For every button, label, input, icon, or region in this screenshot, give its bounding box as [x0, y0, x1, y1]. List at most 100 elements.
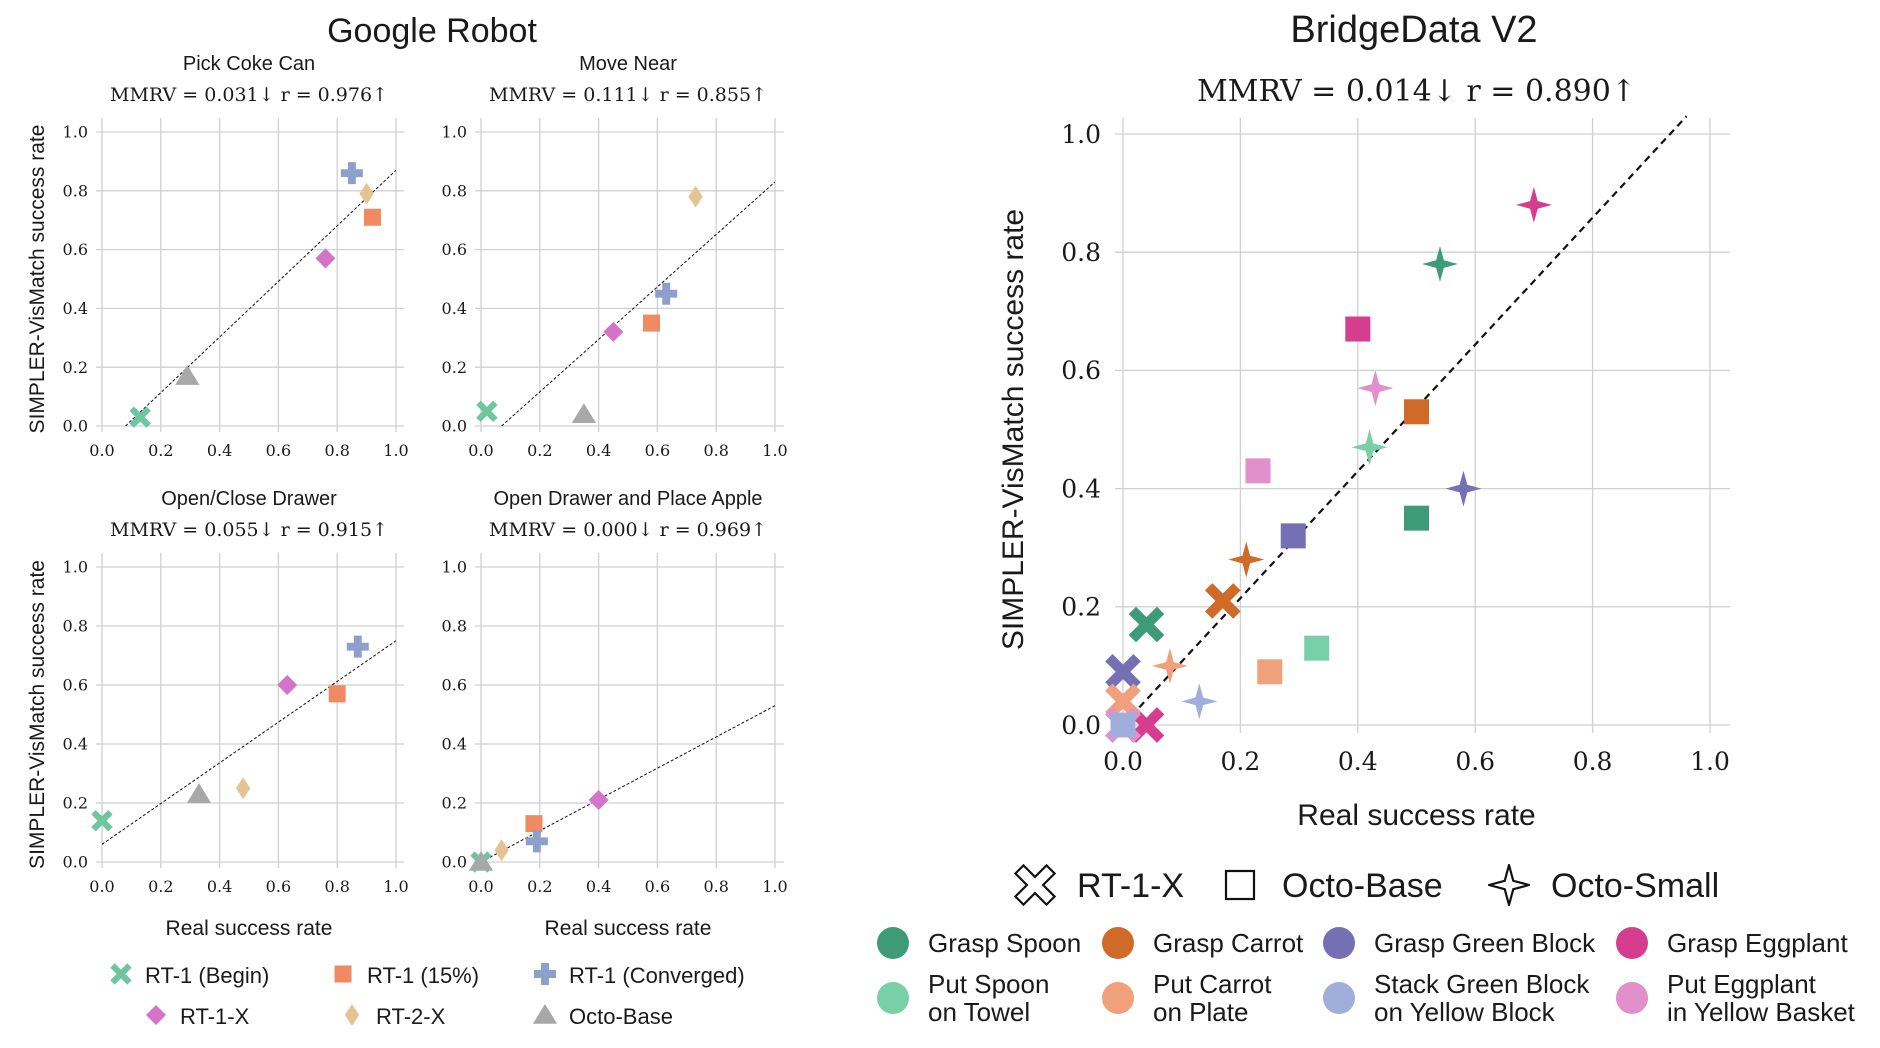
y-tick-label: 0.4 — [63, 735, 88, 754]
point-octo-small-put-eggplant-in-yellow-basket — [1357, 370, 1394, 407]
point-rt-1-x — [588, 790, 609, 811]
chart-panel-1: 0.00.0 0.2 0.2 0.4 0.4 0.6 0.6 0.8 0.8 1.0 1.0 Move… — [442, 53, 788, 460]
y-axis-label: SIMPLER-VisMatch success rate — [997, 209, 1030, 650]
y-axis-label: SIMPLER-VisMatch success rate — [26, 560, 49, 869]
point-octo-base-stack-green-block-on-yellow-block — [1110, 712, 1136, 738]
legend-label: RT-1 (Begin) — [145, 963, 269, 988]
point-rt-1-converged- — [655, 282, 678, 305]
legend-color-dot — [1102, 927, 1134, 959]
panel-title: Pick Coke Can — [183, 53, 315, 75]
google-robot-legend: RT-1 (Begin) RT-1 (15%) RT-1 (Converged) RT… — [110, 963, 745, 1029]
x-tick-label: 0.6 — [1455, 747, 1495, 776]
x-tick-label: 0.2 — [148, 441, 173, 460]
y-axis-label: SIMPLER-VisMatch success rate — [26, 125, 49, 434]
y-tick-label: 0.8 — [1061, 238, 1101, 267]
legend-label: RT-1 (Converged) — [569, 963, 745, 988]
x-tick-label: 0.6 — [266, 441, 291, 460]
y-tick-label: 1.0 — [442, 558, 467, 577]
legend-color-dot — [1102, 982, 1134, 1014]
legend-color-dot — [1616, 927, 1648, 959]
chart-legends: RT-1 (Begin) RT-1 (15%) RT-1 (Converged) RT… — [110, 863, 1856, 1029]
legend-color-dot — [877, 927, 909, 959]
x-tick-label: 0.2 — [1221, 747, 1261, 776]
point-rt-1-15- — [643, 314, 661, 332]
legend-marker-rt-1-begin- — [110, 963, 132, 985]
legend-label: Grasp Spoon — [928, 928, 1081, 958]
y-tick-label: 0.8 — [63, 617, 88, 636]
point-rt-2-x — [359, 182, 374, 205]
legend-marker-rt-1-15- — [334, 965, 352, 983]
legend-marker-rt-2-x — [344, 1004, 360, 1026]
point-octo-base-grasp-spoon — [1404, 505, 1429, 531]
y-tick-label: 0.8 — [63, 181, 88, 200]
y-tick-label: 0.2 — [442, 794, 467, 813]
legend-marker-rt-1-x — [146, 1005, 166, 1025]
legend-label: in Yellow Basket — [1667, 997, 1856, 1027]
point-rt-1-converged- — [346, 635, 369, 658]
y-tick-label: 0.0 — [442, 853, 467, 872]
point-rt-1-converged- — [525, 830, 548, 853]
point-rt-1-begin- — [476, 400, 498, 422]
y-tick-label: 0.4 — [1061, 474, 1101, 503]
point-rt-1-x-grasp-spoon — [1128, 606, 1165, 643]
legend-label: Put Spoon — [928, 969, 1049, 999]
x-tick-label: 0.2 — [148, 877, 173, 896]
x-tick-label: 1.0 — [383, 441, 408, 460]
point-rt-1-x — [315, 248, 336, 269]
point-rt-2-x — [494, 839, 509, 862]
legend-label: Grasp Green Block — [1374, 928, 1596, 958]
legend-label: Octo-Base — [1282, 867, 1443, 905]
legend-label: on Towel — [928, 997, 1030, 1027]
panel-metrics: MMRV = 0.000↓ r = 0.969↑ — [489, 519, 767, 541]
legend-color-dot — [877, 982, 909, 1014]
y-tick-label: 0.6 — [1061, 356, 1101, 385]
legend-label: on Plate — [1153, 997, 1248, 1027]
legend-label: Octo-Base — [569, 1004, 673, 1029]
point-rt-1-15- — [525, 815, 543, 833]
x-tick-label: 0.0 — [89, 877, 114, 896]
y-tick-label: 0.4 — [63, 299, 88, 318]
x-tick-label: 0.6 — [645, 877, 670, 896]
point-rt-1-begin- — [129, 406, 151, 428]
legend-label: Octo-Small — [1551, 867, 1719, 905]
point-octo-small-put-spoon-on-towel — [1351, 429, 1388, 466]
y-tick-label: 0.4 — [442, 299, 467, 318]
bridge-task-legend: Grasp Spoon Grasp Carrot Grasp Green Block… — [877, 927, 1856, 1027]
x-tick-label: 0.8 — [324, 441, 349, 460]
legend-shape-octo-base — [1224, 869, 1256, 901]
y-tick-label: 0.2 — [63, 794, 88, 813]
x-tick-label: 0.6 — [266, 877, 291, 896]
point-octo-small-grasp-carrot — [1228, 541, 1265, 578]
y-tick-label: 0.8 — [442, 181, 467, 200]
point-rt-1-x-grasp-green-block — [1105, 653, 1141, 690]
point-octo-small-grasp-green-block — [1445, 470, 1482, 507]
y-tick-label: 0.2 — [442, 358, 467, 377]
legend-label: RT-2-X — [376, 1004, 446, 1029]
x-axis-label: Real success rate — [166, 917, 333, 940]
x-tick-label: 1.0 — [762, 877, 787, 896]
y-tick-label: 0.8 — [442, 617, 467, 636]
panel-title: Open/Close Drawer — [161, 488, 337, 510]
point-octo-base — [468, 851, 494, 871]
y-tick-label: 1.0 — [63, 123, 88, 142]
legend-label: Grasp Carrot — [1153, 928, 1304, 958]
x-axis-label: Real success rate — [545, 917, 712, 940]
panel-metrics: MMRV = 0.031↓ r = 0.976↑ — [110, 84, 388, 106]
chart-panel-4: 0.00.0 0.2 0.2 0.4 0.4 0.6 0.6 0.8 0.8 1.0 1.0 MMRV… — [997, 74, 1730, 832]
fit-line — [501, 181, 776, 427]
point-rt-1-x — [603, 321, 624, 342]
point-rt-2-x — [235, 777, 251, 800]
x-tick-label: 0.8 — [324, 877, 349, 896]
fit-line — [480, 705, 776, 863]
point-octo-small-grasp-spoon — [1421, 246, 1458, 283]
point-octo-base — [175, 365, 200, 385]
y-tick-label: 0.0 — [442, 417, 467, 436]
y-tick-label: 0.6 — [63, 240, 88, 259]
panel-title: Open Drawer and Place Apple — [493, 488, 762, 510]
legend-shape-octo-small — [1487, 863, 1531, 907]
point-octo-base — [571, 403, 596, 424]
chart-panel-0: 0.00.0 0.2 0.2 0.4 0.4 0.6 0.6 0.8 0.8 1.0 1.0 Pick… — [26, 53, 409, 460]
y-tick-label: 0.6 — [63, 676, 88, 695]
legend-label: Put Carrot — [1153, 969, 1272, 999]
